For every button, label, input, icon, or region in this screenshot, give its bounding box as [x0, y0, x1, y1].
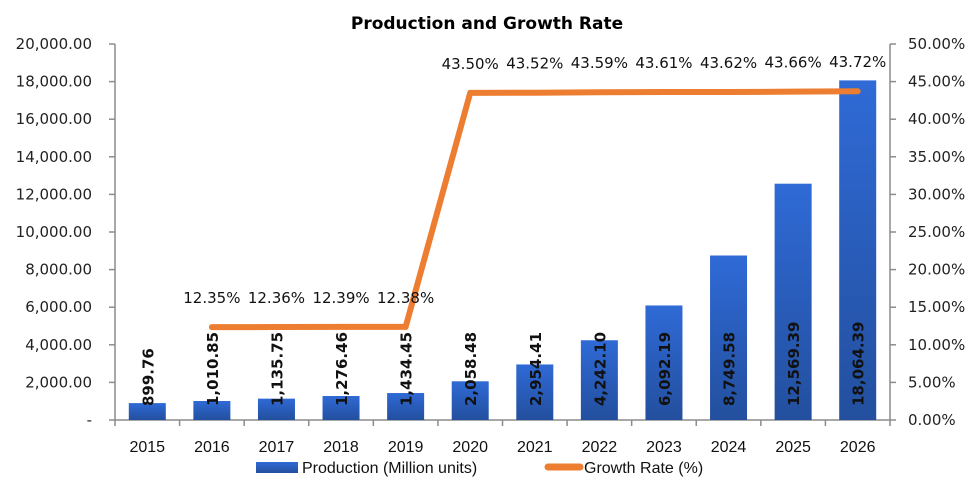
left-axis-tick-label: 6,000.00 [25, 298, 92, 316]
right-axis-tick-label: 30.00% [908, 185, 965, 203]
line-data-label: 12.39% [312, 289, 369, 307]
right-axis-tick-label: 20.00% [908, 261, 965, 279]
bar-production [257, 398, 295, 420]
right-axis-tick-label: 40.00% [908, 110, 965, 128]
x-axis-tick-label: 2017 [259, 439, 295, 456]
x-axis-tick-label: 2023 [646, 439, 682, 456]
right-axis-tick-label: 45.00% [908, 73, 965, 91]
line-data-label: 43.59% [571, 54, 628, 72]
bar-production [451, 381, 489, 420]
x-axis-tick-label: 2026 [840, 439, 876, 456]
x-axis-tick-label: 2019 [388, 439, 424, 456]
bar-production [645, 305, 683, 420]
bar-data-label: 2,954.41 [527, 332, 545, 406]
growth-line [208, 88, 861, 331]
line-data-label: 12.36% [248, 289, 305, 307]
line-data-label: 12.38% [377, 289, 434, 307]
line-data-label: 43.52% [506, 55, 563, 73]
bar-data-label: 4,242.10 [591, 332, 609, 406]
bar-production [322, 396, 360, 420]
x-axis-tick-label: 2016 [194, 439, 230, 456]
bar-data-label: 1,276.46 [333, 332, 351, 406]
bar-data-label: 1,010.85 [204, 332, 222, 406]
chart-title: Production and Growth Rate [351, 14, 623, 34]
legend-label-growth-rate: Growth Rate (%) [584, 460, 703, 477]
right-axis-tick-label: 15.00% [908, 298, 965, 316]
bar-production [516, 364, 554, 420]
x-axis-tick-label: 2022 [582, 439, 618, 456]
x-axis-tick-label: 2020 [452, 439, 488, 456]
left-axis-tick-label: 18,000.00 [16, 73, 92, 91]
growth-rate-line [208, 88, 861, 331]
right-axis-tick-label: 5.00% [908, 373, 956, 391]
legend: Production (Million units) Growth Rate (%… [256, 460, 703, 477]
right-axis-tick-label: 0.00% [908, 411, 956, 429]
bar-production [193, 400, 231, 420]
bar-data-label: 8,749.58 [721, 332, 739, 406]
right-axis-tick-label: 35.00% [908, 148, 965, 166]
right-axis-tick-label: 10.00% [908, 336, 965, 354]
data-labels: 899.76 1,010.85 1,135.75 1,276.46 1,434.45 2,… [139, 53, 886, 406]
bar-data-label: 12,569.39 [785, 322, 803, 406]
line-data-label: 43.61% [635, 54, 692, 72]
left-axis-tick-label: 20,000.00 [16, 35, 92, 53]
bar-production [128, 403, 166, 420]
axes: - 2,000.00 4,000.00 6,000.00 8,000.00 10,000.… [16, 35, 966, 456]
line-data-label: 43.72% [829, 53, 886, 71]
x-axis-tick-label: 2018 [323, 439, 359, 456]
left-axis-tick-label: 16,000.00 [16, 110, 92, 128]
x-axis-tick-label: 2024 [711, 439, 747, 456]
left-axis-tick-label: 14,000.00 [16, 148, 92, 166]
right-axis-tick-label: 50.00% [908, 35, 965, 53]
left-axis-tick-label: 4,000.00 [25, 336, 92, 354]
line-data-label: 43.66% [765, 54, 822, 72]
bar-data-label: 1,135.75 [268, 332, 286, 406]
bar-data-label: 899.76 [139, 348, 157, 406]
line-data-label: 43.62% [700, 54, 757, 72]
x-axis-tick-label: 2015 [129, 439, 165, 456]
bar-data-label: 1,434.45 [398, 332, 416, 406]
bar-data-label: 2,058.48 [462, 332, 480, 406]
left-axis-tick-label: - [87, 411, 92, 429]
bar-production [580, 340, 618, 420]
left-axis-tick-label: 8,000.00 [25, 261, 92, 279]
legend-label-production: Production (Million units) [302, 460, 477, 477]
bars [128, 80, 877, 420]
bar-production [774, 183, 812, 420]
left-axis-tick-label: 2,000.00 [25, 373, 92, 391]
line-data-label: 12.35% [183, 289, 240, 307]
line-data-label: 43.50% [442, 55, 499, 73]
bar-data-label: 18,064.39 [850, 322, 868, 406]
legend-swatch-production [256, 462, 298, 473]
left-axis-tick-label: 10,000.00 [16, 223, 92, 241]
bar-production [387, 393, 425, 420]
bar-production [710, 255, 748, 420]
bar-production [839, 80, 877, 420]
x-axis-tick-label: 2021 [517, 439, 553, 456]
x-axis-tick-label: 2025 [775, 439, 811, 456]
left-axis-tick-label: 12,000.00 [16, 185, 92, 203]
right-axis-tick-label: 25.00% [908, 223, 965, 241]
bar-data-label: 6,092.19 [656, 332, 674, 406]
